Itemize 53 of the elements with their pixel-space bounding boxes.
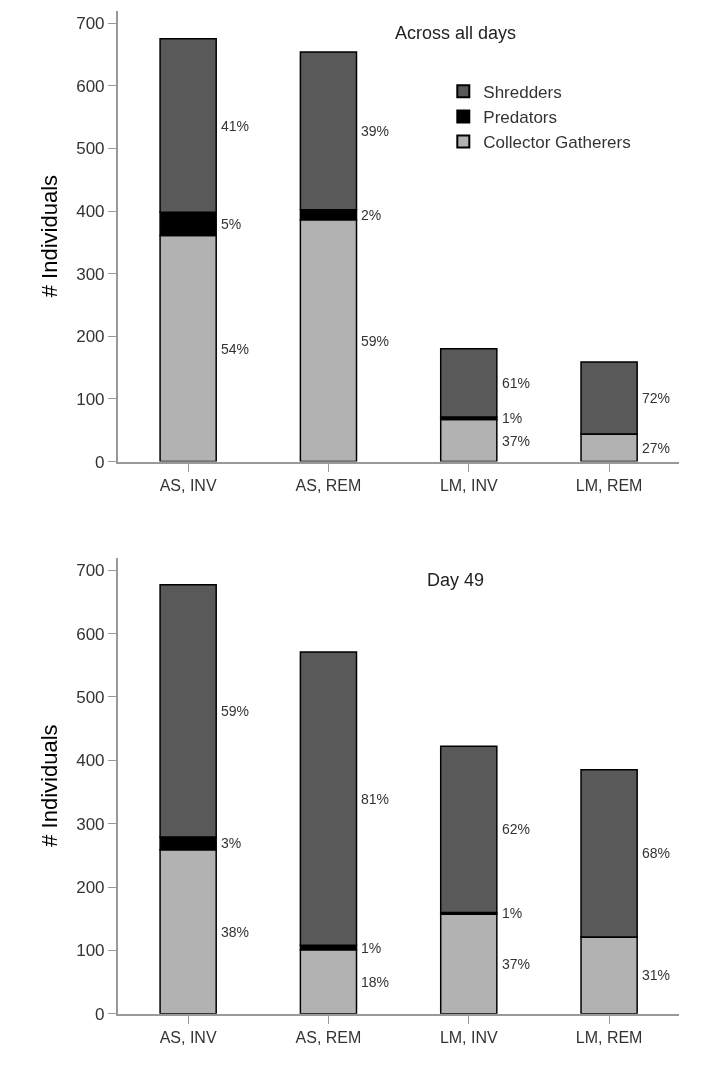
- y-tick-label: 500: [76, 139, 105, 159]
- text: Across all days: [395, 23, 517, 43]
- legend-label: Shredders: [483, 82, 562, 102]
- annotation: 2%: [361, 207, 382, 223]
- annotation: 37%: [502, 956, 531, 972]
- y-tick-label: 300: [76, 264, 105, 284]
- y-tick-label: 700: [76, 14, 105, 34]
- y-tick-label: 600: [76, 624, 105, 644]
- annotation: 62%: [502, 821, 531, 837]
- x-tick-label: AS, INV: [159, 1028, 217, 1046]
- text: Day 49: [427, 570, 485, 590]
- x-tick-label: LM, REM: [575, 1028, 643, 1046]
- y-tick-label: 100: [76, 941, 105, 961]
- y-tick-label: 400: [76, 202, 105, 222]
- annotation: 3%: [221, 835, 242, 851]
- x-tick-label: LM, REM: [575, 476, 643, 494]
- annotation: 18%: [361, 974, 390, 990]
- legend-label: Collector Gatherers: [483, 133, 631, 153]
- annotation: 1%: [502, 905, 523, 921]
- y-tick-label: 200: [76, 877, 105, 897]
- y-tick-label: 300: [76, 814, 105, 834]
- annotation: 37%: [502, 433, 531, 449]
- x-tick-label: LM, INV: [439, 1028, 498, 1046]
- annotation: 38%: [221, 924, 250, 940]
- legend-label: Predators: [483, 108, 557, 128]
- y-tick-label: 600: [76, 76, 105, 96]
- x-tick-label: AS, INV: [159, 476, 217, 494]
- annotation: 41%: [221, 118, 250, 134]
- annotation: 1%: [502, 410, 523, 426]
- annotation: 61%: [502, 375, 531, 391]
- y-tick-label: 0: [95, 452, 105, 472]
- annotation: 81%: [361, 791, 390, 807]
- annotation: 39%: [361, 123, 390, 139]
- annotation: 31%: [642, 967, 671, 983]
- annotation: 59%: [221, 703, 250, 719]
- x-tick-label: AS, REM: [295, 476, 362, 494]
- y-axis-title: # Individuals: [37, 724, 63, 847]
- annotation: 68%: [642, 845, 671, 861]
- y-tick-label: 500: [76, 687, 105, 707]
- annotation: 54%: [221, 341, 250, 357]
- y-tick-label: 400: [76, 751, 105, 771]
- y-tick-label: 100: [76, 389, 105, 409]
- annotation: 27%: [642, 440, 671, 456]
- y-tick-label: 0: [95, 1004, 105, 1024]
- annotation: 72%: [642, 390, 671, 406]
- x-tick-label: LM, INV: [439, 476, 498, 494]
- y-axis-title: # Individuals: [37, 174, 63, 298]
- annotation: 5%: [221, 216, 242, 232]
- x-tick-label: AS, REM: [295, 1028, 362, 1046]
- y-tick-label: 200: [76, 327, 105, 347]
- y-tick-label: 700: [76, 561, 105, 581]
- annotation: 1%: [361, 940, 382, 956]
- annotation: 59%: [361, 333, 390, 349]
